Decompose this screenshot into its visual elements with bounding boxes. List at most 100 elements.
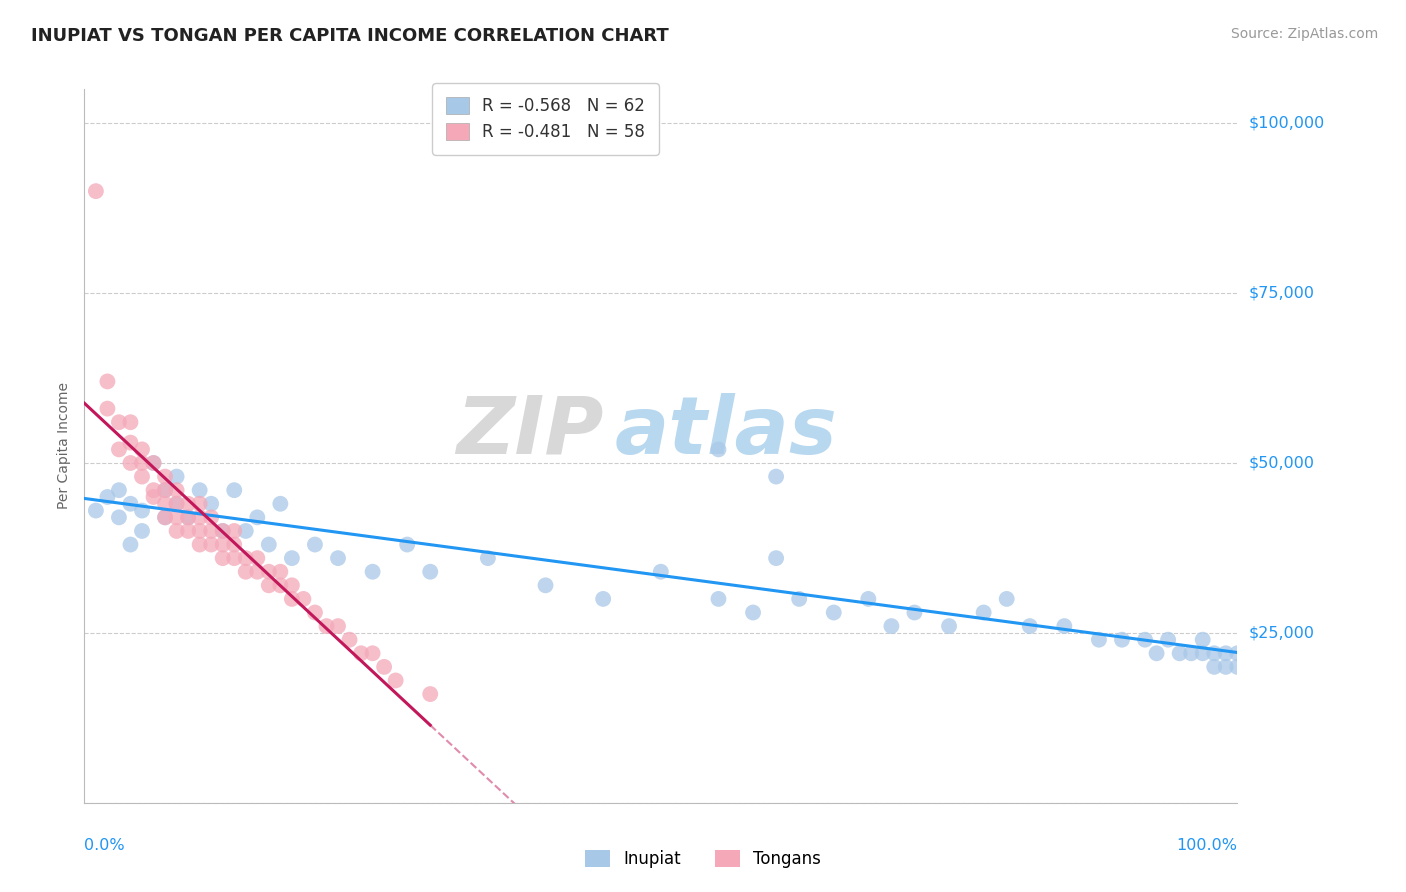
Point (995, 591, 1018, 606)
Point (120, 537, 142, 551)
Point (281, 578, 304, 592)
Point (188, 483, 211, 498)
Point (188, 510, 211, 524)
Point (120, 435, 142, 450)
Point (315, 619, 337, 633)
Point (177, 524, 200, 538)
Point (235, 551, 257, 566)
Point (419, 565, 441, 579)
Point (1226, 660, 1249, 674)
Point (108, 483, 131, 498)
Point (1191, 632, 1213, 647)
Point (211, 551, 233, 566)
Point (166, 497, 188, 511)
Point (1215, 646, 1237, 660)
Point (246, 510, 269, 524)
Point (1191, 646, 1213, 660)
Point (96, 490, 118, 504)
Point (1168, 646, 1191, 660)
Point (153, 497, 176, 511)
Point (224, 524, 246, 538)
Y-axis label: Per Capita Income: Per Capita Income (58, 383, 72, 509)
Point (108, 442, 131, 457)
Point (84, 503, 107, 517)
Point (880, 619, 903, 633)
Point (477, 551, 499, 566)
Point (246, 551, 269, 566)
Point (166, 524, 188, 538)
Point (292, 591, 315, 606)
Point (131, 503, 153, 517)
Point (224, 483, 246, 498)
Point (142, 456, 165, 470)
Point (120, 415, 142, 429)
Point (200, 510, 222, 524)
Point (142, 456, 165, 470)
Point (211, 524, 233, 538)
Point (188, 497, 211, 511)
Text: 0.0%: 0.0% (84, 838, 125, 854)
Point (108, 415, 131, 429)
Point (765, 551, 787, 566)
Point (108, 510, 131, 524)
Point (166, 469, 188, 483)
Text: $50,000: $50,000 (1249, 456, 1315, 470)
Point (1133, 632, 1156, 647)
Point (1053, 619, 1076, 633)
Point (592, 591, 614, 606)
Point (269, 578, 291, 592)
Point (384, 673, 406, 688)
Point (1204, 646, 1226, 660)
Point (787, 591, 810, 606)
Point (326, 619, 349, 633)
Point (211, 524, 233, 538)
Point (707, 591, 730, 606)
Legend: R = -0.568   N = 62, R = -0.481   N = 58: R = -0.568 N = 62, R = -0.481 N = 58 (433, 83, 658, 154)
Point (224, 537, 246, 551)
Point (269, 497, 291, 511)
Point (396, 537, 419, 551)
Point (765, 469, 787, 483)
Point (326, 551, 349, 566)
Point (1088, 632, 1111, 647)
Point (1018, 619, 1040, 633)
Point (153, 469, 176, 483)
Point (938, 619, 960, 633)
Point (166, 510, 188, 524)
Point (339, 632, 361, 647)
Point (200, 537, 222, 551)
Point (650, 565, 672, 579)
Point (153, 510, 176, 524)
Point (131, 469, 153, 483)
Point (153, 483, 176, 498)
Point (1111, 632, 1133, 647)
Point (823, 606, 845, 620)
Point (142, 490, 165, 504)
Text: INUPIAT VS TONGAN PER CAPITA INCOME CORRELATION CHART: INUPIAT VS TONGAN PER CAPITA INCOME CORR… (31, 27, 669, 45)
Point (177, 510, 200, 524)
Point (973, 606, 995, 620)
Point (96, 401, 118, 416)
Text: Source: ZipAtlas.com: Source: ZipAtlas.com (1230, 27, 1378, 41)
Point (142, 483, 165, 498)
Point (224, 551, 246, 566)
Point (166, 497, 188, 511)
Point (246, 565, 269, 579)
Point (903, 606, 925, 620)
Point (257, 537, 280, 551)
Point (1146, 646, 1168, 660)
Point (120, 497, 142, 511)
Point (1204, 660, 1226, 674)
Point (211, 537, 233, 551)
Point (120, 456, 142, 470)
Point (281, 591, 304, 606)
Point (96, 375, 118, 389)
Point (304, 606, 326, 620)
Point (1180, 646, 1202, 660)
Point (419, 687, 441, 701)
Point (235, 565, 257, 579)
Point (1226, 646, 1249, 660)
Point (235, 524, 257, 538)
Point (200, 497, 222, 511)
Text: 100.0%: 100.0% (1177, 838, 1237, 854)
